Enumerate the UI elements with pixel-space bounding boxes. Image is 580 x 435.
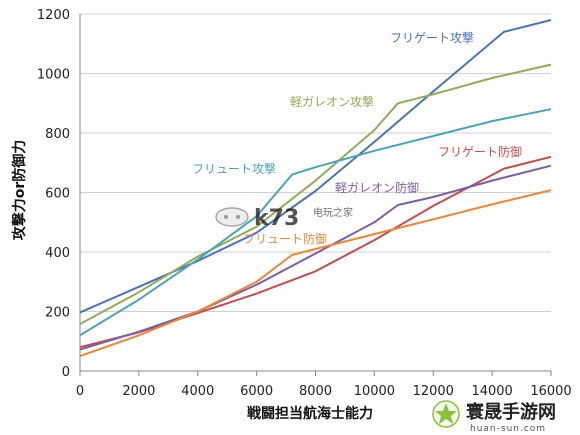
star-logo-icon	[432, 400, 460, 428]
series-label-3: フリュート攻撃	[192, 161, 276, 176]
gamepad-icon	[215, 207, 249, 227]
gridlines	[80, 13, 551, 312]
x-tick-label: 4000	[181, 384, 214, 399]
series-line-2	[79, 63, 552, 325]
watermark-site-url: huan-sun.com	[470, 424, 546, 434]
y-tick-label: 200	[45, 306, 70, 321]
series-line-3	[79, 108, 552, 337]
corner-watermark: 寰晟手游网 huan-sun.com	[432, 400, 556, 434]
series-label-6: フリュート防御	[243, 231, 327, 246]
x-tick-label: 2000	[122, 384, 155, 399]
x-tick-label: 12000	[413, 384, 454, 399]
series-label-1: フリゲート攻撃	[390, 30, 474, 45]
series-label-4: フリゲート防御	[438, 144, 522, 159]
y-tick-label: 0	[62, 365, 70, 380]
x-tick-label: 8000	[299, 384, 332, 399]
watermark-k73-sub: 电玩之家	[313, 206, 353, 219]
series-label-5: 軽ガレオン防御	[335, 180, 419, 195]
series-line-5	[79, 164, 552, 351]
y-tick-label: 400	[45, 246, 70, 261]
x-tick-label: 10000	[354, 384, 395, 399]
x-tick-labels: 0 2000 4000 6000 8000 10000 12000 14000 16000	[76, 384, 572, 399]
x-tick-label: 16000	[530, 384, 571, 399]
series-label-2: 軽ガレオン攻撃	[290, 94, 374, 109]
x-tick-label: 14000	[471, 384, 512, 399]
y-axis-title: 攻撃力or防御力	[11, 140, 28, 241]
watermark-k73: k73	[254, 206, 299, 231]
y-tick-labels: 0 200 400 600 800 1000 1200	[37, 8, 70, 380]
center-watermark: k73 电玩之家	[215, 206, 353, 231]
x-tick-label: 6000	[240, 384, 273, 399]
axes	[79, 14, 552, 376]
series-line-6	[79, 189, 552, 358]
y-tick-label: 600	[45, 187, 70, 202]
series-line-1	[79, 19, 552, 314]
x-axis-title: 戦闘担当航海士能力	[247, 405, 373, 422]
watermark-site-name: 寰晟手游网	[466, 401, 556, 423]
y-tick-label: 1200	[37, 8, 70, 23]
series-lines	[79, 19, 552, 358]
y-tick-label: 1000	[37, 68, 70, 83]
x-tick-label: 0	[76, 384, 84, 399]
y-tick-label: 800	[45, 127, 70, 142]
